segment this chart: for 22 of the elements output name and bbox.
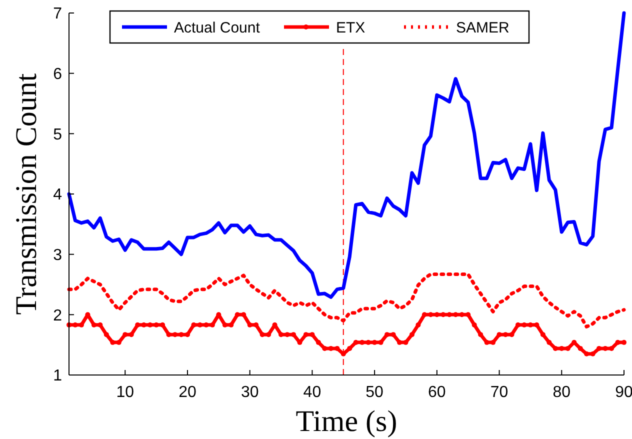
y-tick-label: 7 [53, 6, 62, 23]
y-axis-title: Transmission Count [10, 72, 43, 315]
y-tick-label: 2 [53, 307, 62, 324]
legend-label: Actual Count [174, 19, 261, 36]
x-tick-label: 90 [615, 384, 632, 401]
x-tick-label: 50 [366, 384, 384, 401]
x-tick-label: 40 [303, 384, 322, 401]
legend-label: SAMER [456, 19, 510, 36]
y-tick-label: 6 [53, 66, 62, 83]
y-tick-label: 1 [53, 368, 62, 385]
x-tick-label: 80 [552, 384, 571, 401]
x-tick-label: 30 [240, 384, 259, 401]
y-tick-label: 4 [53, 186, 62, 204]
x-tick-label: 10 [116, 384, 134, 401]
x-tick-label: 70 [490, 384, 508, 401]
x-axis-title: Time (s) [296, 405, 398, 438]
legend-label: ETX [336, 19, 366, 36]
x-tick-label: 20 [178, 384, 196, 401]
y-tick-label: 5 [53, 126, 62, 144]
x-tick-label: 60 [428, 384, 446, 401]
y-tick-label: 3 [53, 246, 62, 264]
line-series [67, 11, 626, 299]
